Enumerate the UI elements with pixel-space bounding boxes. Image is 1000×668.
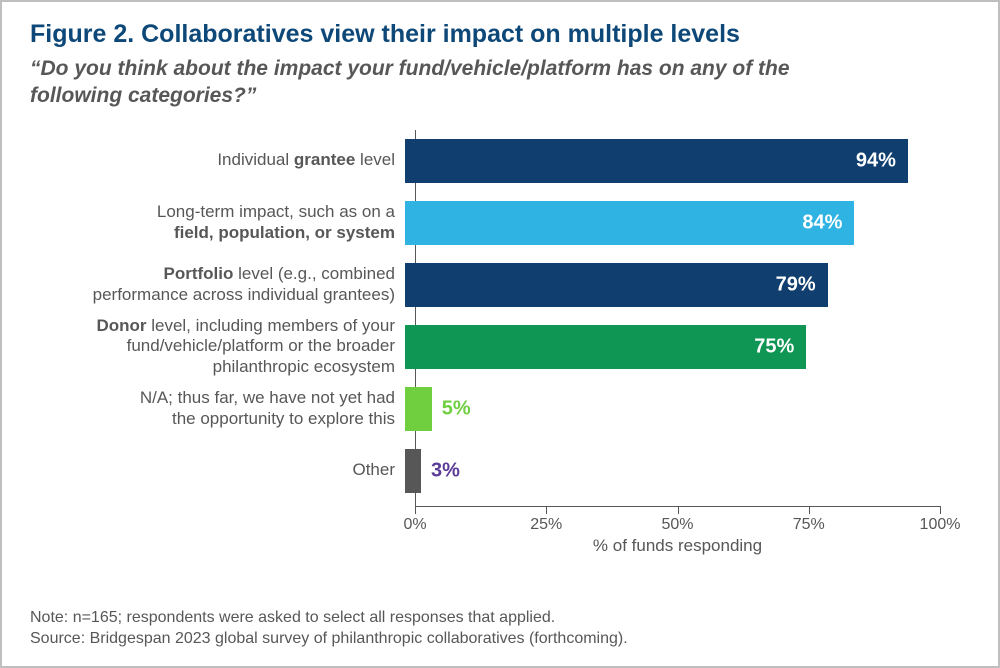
note-text: Note: n=165; respondents were asked to s… [30, 607, 970, 629]
bar-chart: % of funds responding 0%25%50%75%100% In… [40, 128, 970, 548]
bar-label: Other [40, 460, 405, 480]
x-tick-label: 50% [661, 516, 693, 534]
bar-label: Portfolio level (e.g., combinedperforman… [40, 264, 405, 305]
bar-plot-area: 3% [405, 440, 940, 502]
bar-value-label: 3% [431, 459, 460, 482]
bar-row: Long-term impact, such as on afield, pop… [40, 192, 940, 254]
figure-frame: Figure 2. Collaboratives view their impa… [0, 0, 1000, 668]
bar-plot-area: 5% [405, 378, 940, 440]
bar-row: Other 3% [40, 440, 940, 502]
source-text: Source: Bridgespan 2023 global survey of… [30, 628, 970, 650]
x-tick-label: 75% [793, 516, 825, 534]
x-tick [415, 506, 416, 514]
x-tick [678, 506, 679, 514]
bar-value-label: 75% [754, 335, 794, 358]
x-tick-label: 25% [530, 516, 562, 534]
bar-plot-area: 94% [405, 130, 940, 192]
bar-plot-area: 75% [405, 316, 940, 378]
bar-rect: 84% [405, 201, 854, 245]
x-tick-label: 0% [403, 516, 426, 534]
bar-row: Portfolio level (e.g., combinedperforman… [40, 254, 940, 316]
bar-rect [405, 449, 421, 493]
bar-rect: 75% [405, 325, 806, 369]
bar-rect: 94% [405, 139, 908, 183]
bar-label: Individual grantee level [40, 150, 405, 170]
x-axis-label: % of funds responding [593, 536, 762, 556]
x-tick-label: 100% [920, 516, 961, 534]
bar-row: Individual grantee level 94% [40, 130, 940, 192]
bar-rect: 79% [405, 263, 828, 307]
bar-row: N/A; thus far, we have not yet hadthe op… [40, 378, 940, 440]
bar-rect [405, 387, 432, 431]
bar-value-label: 84% [802, 211, 842, 234]
subtitle-line-2: following categories?” [30, 84, 256, 107]
bar-label: N/A; thus far, we have not yet hadthe op… [40, 388, 405, 429]
bar-label: Donor level, including members of yourfu… [40, 316, 405, 377]
figure-footer: Note: n=165; respondents were asked to s… [30, 607, 970, 650]
bar-value-label: 94% [856, 149, 896, 172]
x-tick [546, 506, 547, 514]
figure-subtitle: “Do you think about the impact your fund… [30, 55, 970, 110]
bar-value-label: 5% [442, 397, 471, 420]
figure-title: Figure 2. Collaboratives view their impa… [30, 20, 970, 49]
subtitle-line-1: “Do you think about the impact your fund… [30, 57, 790, 80]
bar-plot-area: 79% [405, 254, 940, 316]
bar-plot-area: 84% [405, 192, 940, 254]
bar-row: Donor level, including members of yourfu… [40, 316, 940, 378]
x-tick [809, 506, 810, 514]
bar-value-label: 79% [776, 273, 816, 296]
bar-label: Long-term impact, such as on afield, pop… [40, 202, 405, 243]
x-tick [940, 506, 941, 514]
